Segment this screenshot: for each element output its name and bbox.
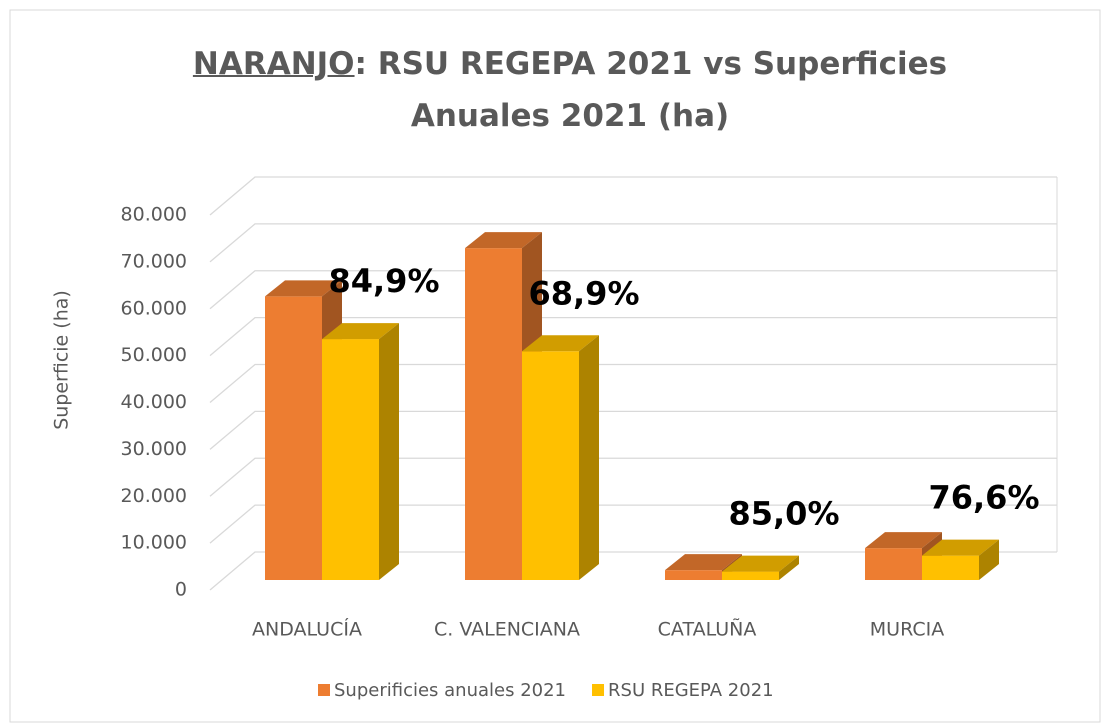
legend-swatch (592, 684, 605, 696)
bar-face (665, 554, 742, 571)
bar-face (465, 232, 542, 249)
chart-title: NARANJO: RSU REGEPA 2021 vs Superficies … (140, 38, 1000, 142)
bar-face (522, 335, 599, 352)
bar (922, 539, 999, 580)
x-tick-label: C. VALENCIANA (434, 619, 580, 641)
grid-line (209, 270, 1057, 310)
bar-face (779, 555, 799, 580)
ratio-label: 76,6% (928, 479, 1039, 517)
y-tick-label: 0 (175, 579, 187, 601)
ratio-label: 84,9% (328, 262, 439, 300)
grid-line (209, 551, 1057, 591)
title-text: : RSU REGEPA 2021 vs Superficies Anuales… (354, 46, 948, 134)
legend-swatch (318, 684, 330, 696)
grid-line (209, 410, 1057, 450)
bar (322, 323, 399, 580)
bar-face (922, 555, 979, 580)
bar-face (665, 570, 722, 580)
legend-label: Superificies anuales 2021 (334, 680, 566, 701)
x-tick-label: CATALUÑA (658, 618, 757, 641)
grid-line (209, 223, 1057, 263)
bar (722, 555, 799, 580)
x-tick-label: MURCIA (870, 619, 944, 641)
bar-face (379, 323, 399, 580)
grid-line (209, 176, 1057, 216)
bar-face (522, 351, 579, 580)
grid-line (209, 316, 1057, 357)
bar-face (322, 323, 399, 340)
bar-face (979, 539, 999, 580)
title-emphasis: NARANJO (192, 46, 355, 82)
y-tick-label: 10.000 (121, 532, 187, 554)
y-tick-label: 50.000 (121, 344, 187, 366)
y-tick-label: 30.000 (121, 438, 187, 460)
ratio-label: 85,0% (728, 495, 839, 533)
bar-face (465, 248, 522, 580)
bar-face (865, 548, 922, 580)
grid-line (209, 363, 1057, 403)
bar-face (865, 532, 942, 549)
grid-line (209, 457, 1057, 497)
bar-face (265, 296, 322, 580)
bar-face (322, 339, 379, 580)
bar-face (722, 571, 779, 580)
y-tick-label: 80.000 (121, 204, 187, 226)
y-axis-label: Superficie (ha) (51, 290, 73, 430)
bar (522, 335, 599, 580)
y-tick-label: 40.000 (121, 391, 187, 413)
bar-face (579, 335, 599, 580)
legend-label: RSU REGEPA 2021 (608, 680, 774, 701)
ratio-label: 68,9% (528, 274, 639, 312)
bar-face (922, 539, 999, 556)
y-tick-label: 70.000 (121, 250, 187, 272)
x-tick-label: ANDALUCÍA (252, 618, 362, 641)
y-tick-label: 60.000 (121, 297, 187, 319)
bar-face (265, 280, 342, 297)
y-tick-label: 20.000 (121, 485, 187, 507)
bar-face (722, 555, 799, 572)
grid-line (209, 504, 1057, 544)
